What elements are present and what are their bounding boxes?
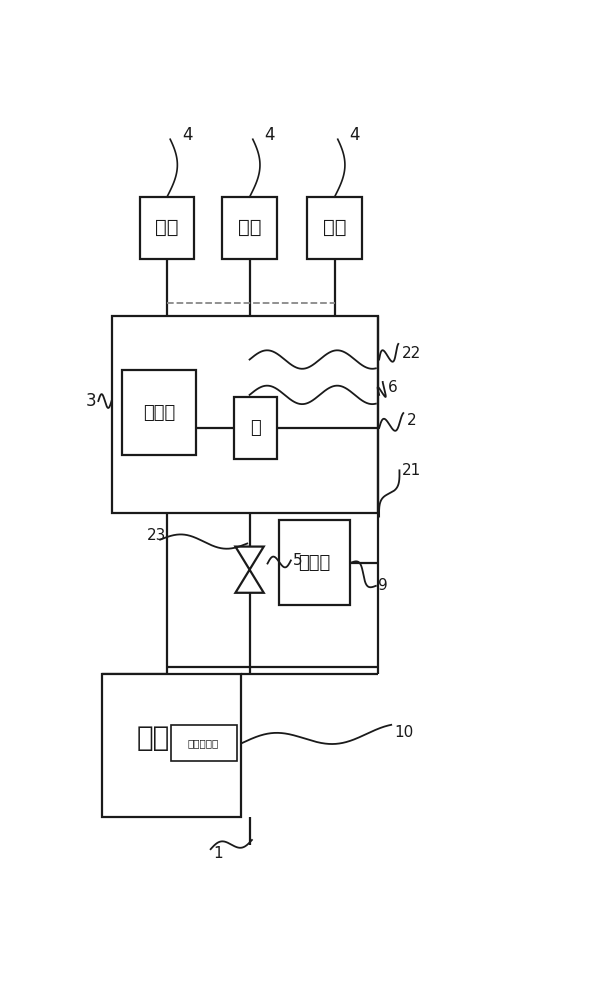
Text: 液位传感器: 液位传感器: [188, 738, 219, 748]
Text: 油箱: 油箱: [136, 724, 169, 752]
Text: 3: 3: [86, 392, 97, 410]
Bar: [111, 316, 378, 513]
Text: 10: 10: [395, 725, 414, 740]
Bar: [140, 197, 194, 259]
Text: 6: 6: [388, 380, 398, 395]
Text: 过滤器: 过滤器: [298, 554, 331, 572]
Text: 4: 4: [265, 126, 275, 144]
Text: 9: 9: [378, 578, 388, 593]
Text: 1: 1: [213, 846, 223, 861]
Text: 2: 2: [407, 413, 416, 428]
Bar: [171, 725, 236, 761]
Bar: [279, 520, 350, 605]
Text: 21: 21: [402, 463, 421, 478]
Text: 炉头: 炉头: [155, 218, 178, 237]
Text: 炉头: 炉头: [238, 218, 261, 237]
Text: 22: 22: [402, 346, 421, 361]
Bar: [102, 674, 241, 817]
Text: 泵: 泵: [250, 419, 261, 437]
Text: 23: 23: [147, 528, 166, 543]
Text: 4: 4: [182, 126, 192, 144]
Bar: [122, 370, 195, 455]
Bar: [308, 197, 362, 259]
Bar: [222, 197, 276, 259]
Text: 5: 5: [294, 553, 303, 568]
Text: 压力表: 压力表: [143, 404, 175, 422]
Bar: [234, 397, 276, 459]
Text: 炉头: 炉头: [323, 218, 347, 237]
Text: 4: 4: [350, 126, 360, 144]
